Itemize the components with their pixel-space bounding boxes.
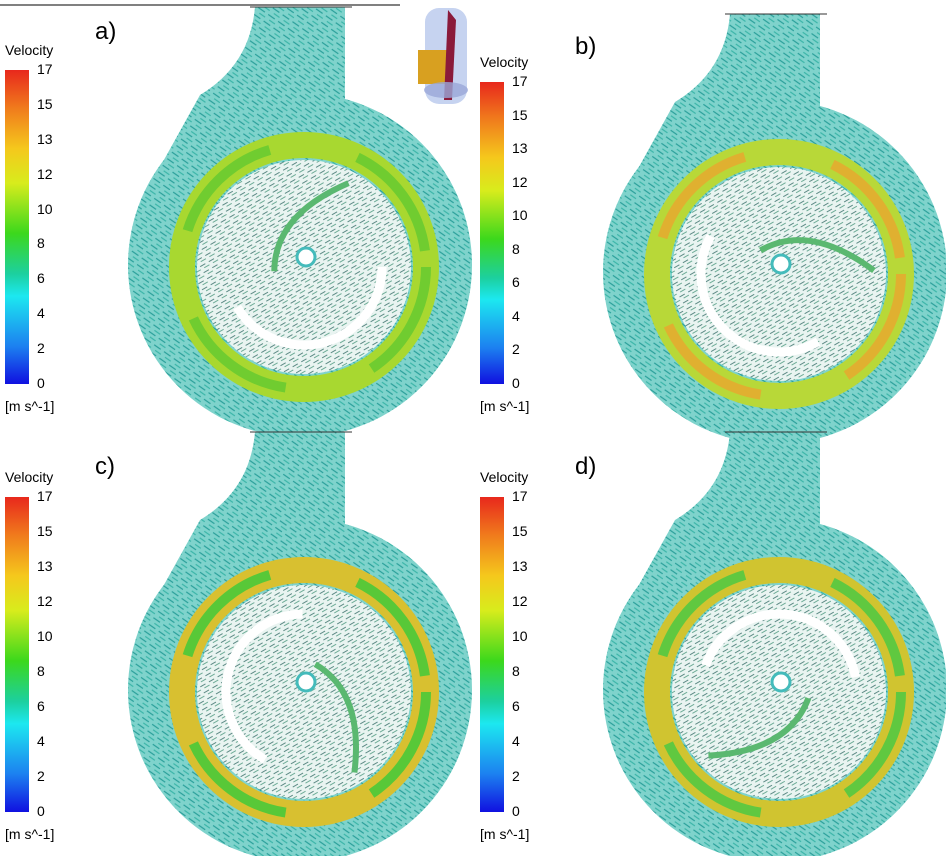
colorbar-tick-label: 12 bbox=[37, 165, 53, 182]
colorbar-tick-label: 15 bbox=[512, 523, 528, 539]
legend-title: Velocity bbox=[480, 54, 529, 70]
colorbar-tick-label: 13 bbox=[37, 558, 53, 574]
colorbar-tick-label: 15 bbox=[512, 106, 528, 123]
colorbar-tick-label: 17 bbox=[37, 61, 53, 77]
outlet-pipe bbox=[150, 7, 345, 185]
colorbar bbox=[5, 497, 29, 812]
outlet-pipe bbox=[625, 432, 820, 610]
colorbar-tick-label: 12 bbox=[512, 593, 528, 609]
colorbar bbox=[480, 82, 504, 384]
blade-streak bbox=[313, 661, 359, 773]
hub bbox=[770, 671, 792, 693]
fast-ring-shade bbox=[652, 565, 906, 819]
legend-unit: [m s^-1] bbox=[5, 398, 55, 414]
blade-streak bbox=[271, 180, 350, 272]
colorbar-tick-label: 10 bbox=[512, 628, 528, 644]
vector-field bbox=[128, 6, 472, 437]
colorbar-tick-label: 12 bbox=[512, 173, 528, 190]
colorbar-tick-label: 6 bbox=[37, 270, 45, 287]
colorbar-tick-label: 8 bbox=[512, 663, 520, 679]
panel-label: d) bbox=[575, 453, 597, 480]
colorbar-tick-label: 8 bbox=[37, 235, 45, 252]
blade-gap bbox=[701, 609, 860, 678]
colorbar-tick-label: 0 bbox=[37, 375, 45, 391]
colorbar-tick-label: 4 bbox=[512, 307, 520, 324]
vector-field bbox=[128, 431, 472, 856]
colorbar-tick-label: 17 bbox=[37, 488, 53, 504]
colorbar-tick-label: 2 bbox=[37, 768, 45, 784]
hub bbox=[295, 246, 317, 268]
colorbar-tick-label: 2 bbox=[512, 768, 520, 784]
colorbar-tick-label: 6 bbox=[512, 698, 520, 714]
legend-title: Velocity bbox=[480, 469, 529, 485]
blade-streak bbox=[708, 697, 812, 759]
hub bbox=[295, 671, 317, 693]
legend-unit: [m s^-1] bbox=[5, 826, 55, 842]
outlet-pipe bbox=[625, 14, 820, 192]
legend-unit: [m s^-1] bbox=[480, 826, 530, 842]
colorbar-tick-label: 13 bbox=[512, 140, 528, 157]
colorbar-tick-label: 0 bbox=[512, 803, 520, 819]
colorbar bbox=[5, 70, 29, 384]
colorbar-tick-label: 4 bbox=[37, 305, 45, 322]
fast-ring-shade bbox=[652, 147, 906, 401]
colorbar-tick-label: 8 bbox=[512, 240, 520, 257]
inset-3d bbox=[418, 8, 468, 104]
colorbar-tick-label: 15 bbox=[37, 95, 53, 112]
panel-label: c) bbox=[95, 453, 115, 480]
colorbar-tick-label: 6 bbox=[512, 274, 520, 291]
colorbar-tick-label: 10 bbox=[37, 628, 53, 644]
vector-field bbox=[603, 431, 946, 856]
blade-gap bbox=[696, 234, 821, 357]
colorbar-tick-label: 10 bbox=[37, 200, 53, 217]
colorbar-tick-label: 13 bbox=[512, 558, 528, 574]
colorbar-tick-label: 10 bbox=[512, 207, 528, 224]
colorbar-tick-label: 6 bbox=[37, 698, 45, 714]
colorbar-tick-label: 8 bbox=[37, 663, 45, 679]
panel-label: b) bbox=[575, 33, 597, 60]
colorbar-tick-label: 4 bbox=[512, 733, 520, 749]
blade-gap bbox=[233, 266, 387, 350]
legend-unit: [m s^-1] bbox=[480, 398, 530, 414]
colorbar-tick-label: 4 bbox=[37, 733, 45, 749]
blade-streak bbox=[758, 237, 876, 273]
fast-ring-shade bbox=[177, 140, 431, 394]
panel-label: a) bbox=[95, 18, 117, 45]
colorbar-tick-label: 2 bbox=[512, 341, 520, 358]
outlet-pipe bbox=[150, 432, 345, 610]
legend-title: Velocity bbox=[5, 469, 54, 485]
colorbar-tick-label: 12 bbox=[37, 593, 53, 609]
colorbar-tick-label: 0 bbox=[37, 803, 45, 819]
colorbar bbox=[480, 497, 504, 812]
fast-ring-shade bbox=[177, 565, 431, 819]
colorbar-tick-label: 17 bbox=[512, 73, 528, 89]
colorbar-tick-label: 0 bbox=[512, 375, 520, 391]
legend-title: Velocity bbox=[5, 42, 54, 58]
colorbar-tick-label: 2 bbox=[37, 340, 45, 357]
blade-gap bbox=[221, 609, 303, 764]
hub bbox=[770, 253, 792, 275]
colorbar-tick-label: 17 bbox=[512, 488, 528, 504]
colorbar-tick-label: 15 bbox=[37, 523, 53, 539]
colorbar-tick-label: 13 bbox=[37, 130, 53, 147]
vector-field bbox=[603, 13, 946, 444]
